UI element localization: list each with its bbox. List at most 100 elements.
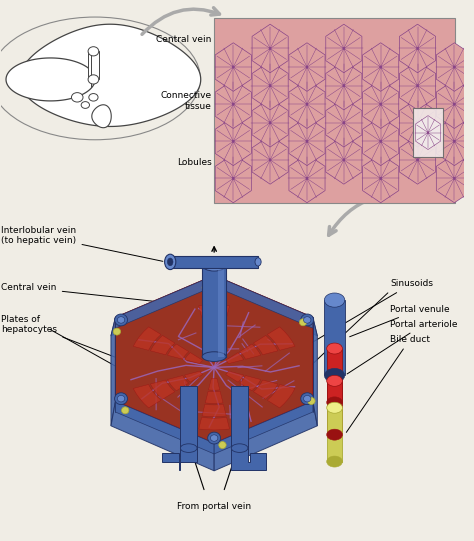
Polygon shape [252,24,288,72]
Ellipse shape [327,375,342,386]
Ellipse shape [167,258,173,266]
Ellipse shape [327,343,342,354]
FancyBboxPatch shape [327,408,342,461]
Polygon shape [116,275,313,443]
FancyBboxPatch shape [327,381,342,434]
Ellipse shape [208,432,220,444]
Ellipse shape [164,254,176,269]
Ellipse shape [380,140,382,142]
Ellipse shape [219,441,226,448]
Polygon shape [289,80,325,128]
Polygon shape [289,154,325,203]
Polygon shape [254,335,278,355]
Ellipse shape [417,122,419,124]
Ellipse shape [202,284,210,291]
Polygon shape [185,353,202,364]
Text: Plates of
hepatocytes: Plates of hepatocytes [1,315,153,372]
Polygon shape [209,345,220,357]
Text: Interlobular vein
(to hepatic vein): Interlobular vein (to hepatic vein) [1,226,163,261]
Ellipse shape [232,140,234,142]
Polygon shape [88,51,99,80]
FancyBboxPatch shape [202,265,226,357]
FancyBboxPatch shape [218,265,224,357]
Polygon shape [437,154,473,203]
FancyBboxPatch shape [181,386,197,448]
Ellipse shape [269,47,271,50]
Polygon shape [202,318,226,331]
Ellipse shape [118,316,125,323]
Polygon shape [363,80,399,128]
Ellipse shape [208,275,220,287]
Ellipse shape [300,319,307,326]
Polygon shape [214,275,313,328]
Ellipse shape [181,444,197,452]
Polygon shape [239,344,261,359]
Polygon shape [133,327,161,350]
Polygon shape [199,305,229,318]
Ellipse shape [255,258,261,266]
Polygon shape [326,24,362,72]
FancyBboxPatch shape [413,108,443,157]
Ellipse shape [303,316,311,323]
Ellipse shape [301,314,314,326]
Ellipse shape [115,314,128,326]
Polygon shape [215,117,251,166]
Ellipse shape [232,66,234,68]
Ellipse shape [327,429,342,440]
Polygon shape [116,275,214,328]
Ellipse shape [303,395,311,402]
Ellipse shape [231,444,248,452]
Ellipse shape [269,122,271,124]
Ellipse shape [72,93,83,102]
Ellipse shape [327,397,342,408]
Polygon shape [185,371,202,382]
Polygon shape [254,380,278,399]
Ellipse shape [327,403,342,413]
Polygon shape [226,353,244,364]
Ellipse shape [324,368,345,382]
Text: Portal arteriole: Portal arteriole [347,320,457,374]
Text: Portal venule: Portal venule [350,305,449,337]
Ellipse shape [88,47,99,56]
Polygon shape [437,117,473,166]
FancyBboxPatch shape [327,348,342,403]
Polygon shape [133,385,161,408]
Polygon shape [226,371,244,382]
Polygon shape [150,335,175,355]
Ellipse shape [306,177,308,180]
Ellipse shape [453,103,456,105]
Polygon shape [209,378,220,390]
Ellipse shape [88,75,99,84]
Polygon shape [167,344,189,359]
Polygon shape [150,380,175,399]
Polygon shape [162,448,197,470]
Ellipse shape [343,47,345,50]
Ellipse shape [453,177,456,180]
FancyBboxPatch shape [231,386,248,448]
Polygon shape [111,318,116,426]
Polygon shape [363,117,399,166]
Ellipse shape [269,159,271,161]
Polygon shape [437,80,473,128]
Polygon shape [267,327,295,350]
FancyBboxPatch shape [170,256,258,268]
Ellipse shape [380,177,382,180]
Polygon shape [205,391,223,404]
Polygon shape [400,136,436,184]
Ellipse shape [306,103,308,105]
Ellipse shape [113,328,120,335]
Ellipse shape [81,102,90,108]
Text: Central vein: Central vein [156,35,272,44]
Polygon shape [400,61,436,110]
Ellipse shape [202,259,226,271]
FancyBboxPatch shape [324,300,345,375]
Ellipse shape [327,456,342,467]
Polygon shape [231,448,266,470]
Polygon shape [111,275,214,336]
Text: Connective
tissue: Connective tissue [161,91,272,111]
Ellipse shape [380,66,382,68]
Polygon shape [326,61,362,110]
Polygon shape [202,404,226,417]
Polygon shape [214,275,317,336]
Polygon shape [215,43,251,91]
